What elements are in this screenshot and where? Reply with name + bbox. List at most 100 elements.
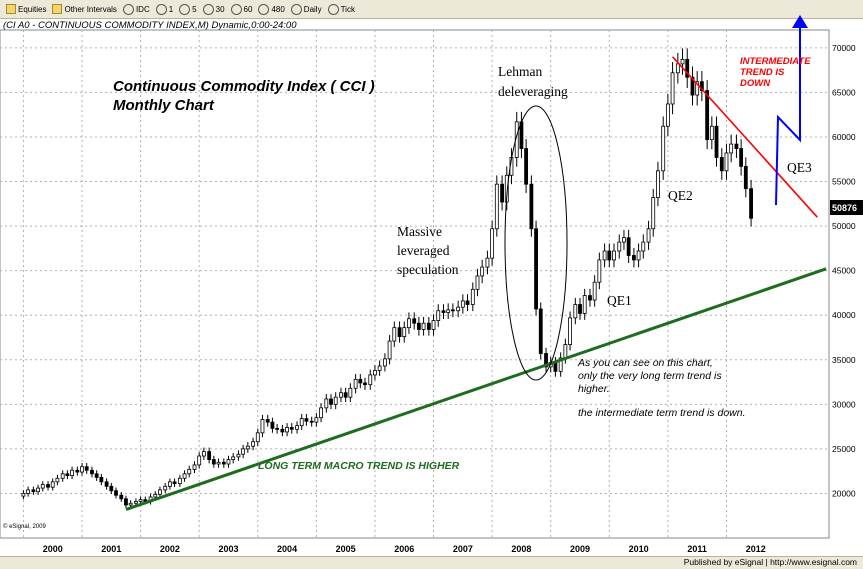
annotation-intermediate-note: the intermediate term trend is down. bbox=[578, 407, 746, 419]
y-tick-label: 60000 bbox=[832, 132, 856, 142]
candle bbox=[460, 300, 465, 308]
candle bbox=[617, 241, 622, 252]
annotation-qe1: QE1 bbox=[607, 293, 632, 308]
candle bbox=[319, 407, 323, 419]
candle bbox=[104, 481, 109, 487]
candle bbox=[295, 425, 299, 430]
candle bbox=[622, 237, 626, 243]
clock-icon bbox=[290, 3, 302, 15]
annotation-line: deleveraging bbox=[498, 84, 568, 99]
candle bbox=[724, 152, 729, 172]
toolbar-item-0[interactable]: Equities bbox=[6, 4, 46, 14]
candle bbox=[690, 76, 695, 96]
candle bbox=[544, 353, 548, 368]
folder-icon bbox=[52, 4, 63, 14]
footer-bar: Published by eSignal | http://www.esigna… bbox=[0, 556, 863, 569]
candle bbox=[177, 477, 182, 485]
candle bbox=[431, 320, 436, 330]
candle bbox=[387, 340, 392, 360]
candle bbox=[456, 306, 461, 312]
candle bbox=[231, 456, 236, 460]
candle bbox=[226, 459, 231, 465]
toolbar-item-label: Daily bbox=[303, 4, 322, 14]
candle bbox=[578, 304, 582, 314]
x-tick-label: 2009 bbox=[570, 544, 590, 554]
candle bbox=[729, 143, 734, 154]
candle bbox=[270, 421, 275, 429]
candle bbox=[636, 250, 641, 261]
candle bbox=[309, 420, 314, 423]
y-tick-label: 65000 bbox=[832, 87, 856, 97]
chart: 20000 25000 30000 35000 40000 45000 50000 55000… bbox=[0, 15, 863, 554]
toolbar-item-8[interactable]: Daily bbox=[290, 3, 322, 15]
candle bbox=[631, 255, 636, 261]
y-tick-label: 45000 bbox=[832, 266, 856, 276]
candle bbox=[197, 455, 202, 466]
candle bbox=[124, 498, 128, 506]
toolbar-item-label: 60 bbox=[243, 4, 253, 14]
x-tick-label: 2003 bbox=[218, 544, 238, 554]
qe3-arrow-head bbox=[792, 15, 808, 28]
candle bbox=[446, 309, 451, 313]
copyright-label: © eSignal, 2009 bbox=[3, 523, 46, 530]
candle bbox=[221, 461, 226, 465]
candle bbox=[373, 370, 377, 376]
y-tick-label: 35000 bbox=[832, 355, 856, 365]
candle bbox=[407, 318, 411, 329]
candle bbox=[358, 378, 363, 384]
toolbar-item-label: 30 bbox=[215, 4, 225, 14]
candle bbox=[251, 441, 256, 447]
candle bbox=[705, 90, 710, 141]
candle bbox=[568, 317, 572, 346]
y-tick-label: 20000 bbox=[832, 488, 856, 498]
qe3-arrow bbox=[775, 20, 801, 206]
toolbar-item-7[interactable]: 480 bbox=[258, 3, 285, 15]
candle bbox=[207, 451, 212, 460]
toolbar-item-4[interactable]: 5 bbox=[179, 3, 197, 15]
toolbar-item-2[interactable]: IDC bbox=[122, 3, 150, 15]
candle bbox=[656, 170, 660, 198]
x-tick-label: 2010 bbox=[629, 544, 649, 554]
candle bbox=[138, 499, 143, 502]
candle bbox=[558, 357, 563, 372]
candle bbox=[109, 485, 114, 492]
chart-subtitle: Monthly Chart bbox=[113, 97, 215, 114]
toolbar-item-1[interactable]: Other Intervals bbox=[52, 4, 117, 14]
toolbar-item-9[interactable]: Tick bbox=[327, 3, 355, 15]
candle bbox=[40, 484, 45, 489]
x-tick-label: 2004 bbox=[277, 544, 297, 554]
toolbar-item-6[interactable]: 60 bbox=[230, 3, 253, 15]
candle bbox=[651, 197, 656, 230]
candle bbox=[480, 266, 485, 277]
candle bbox=[494, 183, 499, 230]
candle bbox=[475, 275, 480, 290]
published-by: Published by eSignal | http://www.esigna… bbox=[683, 557, 857, 567]
annotation-qe3: QE3 bbox=[787, 160, 812, 175]
x-tick-label: 2011 bbox=[687, 544, 707, 554]
candle bbox=[538, 308, 543, 354]
candle bbox=[602, 250, 607, 261]
candle bbox=[299, 418, 304, 427]
last-price-box bbox=[830, 200, 863, 215]
candle bbox=[60, 473, 65, 479]
x-tick-label: 2000 bbox=[43, 544, 63, 554]
candle bbox=[607, 250, 612, 261]
toolbar-item-5[interactable]: 30 bbox=[202, 3, 225, 15]
candle bbox=[470, 288, 475, 305]
candle bbox=[339, 392, 343, 398]
candle bbox=[646, 228, 651, 243]
candle bbox=[612, 250, 616, 261]
annotation-comment: As you can see on this chart, only the ve… bbox=[577, 357, 722, 395]
toolbar: Equities Other Intervals IDC 1 5 30 60 480 Daily… bbox=[0, 0, 863, 19]
candle bbox=[343, 392, 348, 398]
candle bbox=[441, 310, 446, 313]
y-tick-label: 55000 bbox=[832, 177, 856, 187]
toolbar-item-3[interactable]: 1 bbox=[155, 3, 173, 15]
annotation-lehman: Lehman deleveraging bbox=[498, 64, 568, 99]
annotation-line: only the very long term trend is bbox=[578, 370, 722, 382]
candle bbox=[685, 59, 690, 78]
annotation-line: Massive bbox=[397, 224, 442, 239]
candle bbox=[739, 148, 744, 167]
candle bbox=[641, 241, 646, 252]
candle bbox=[680, 59, 685, 65]
